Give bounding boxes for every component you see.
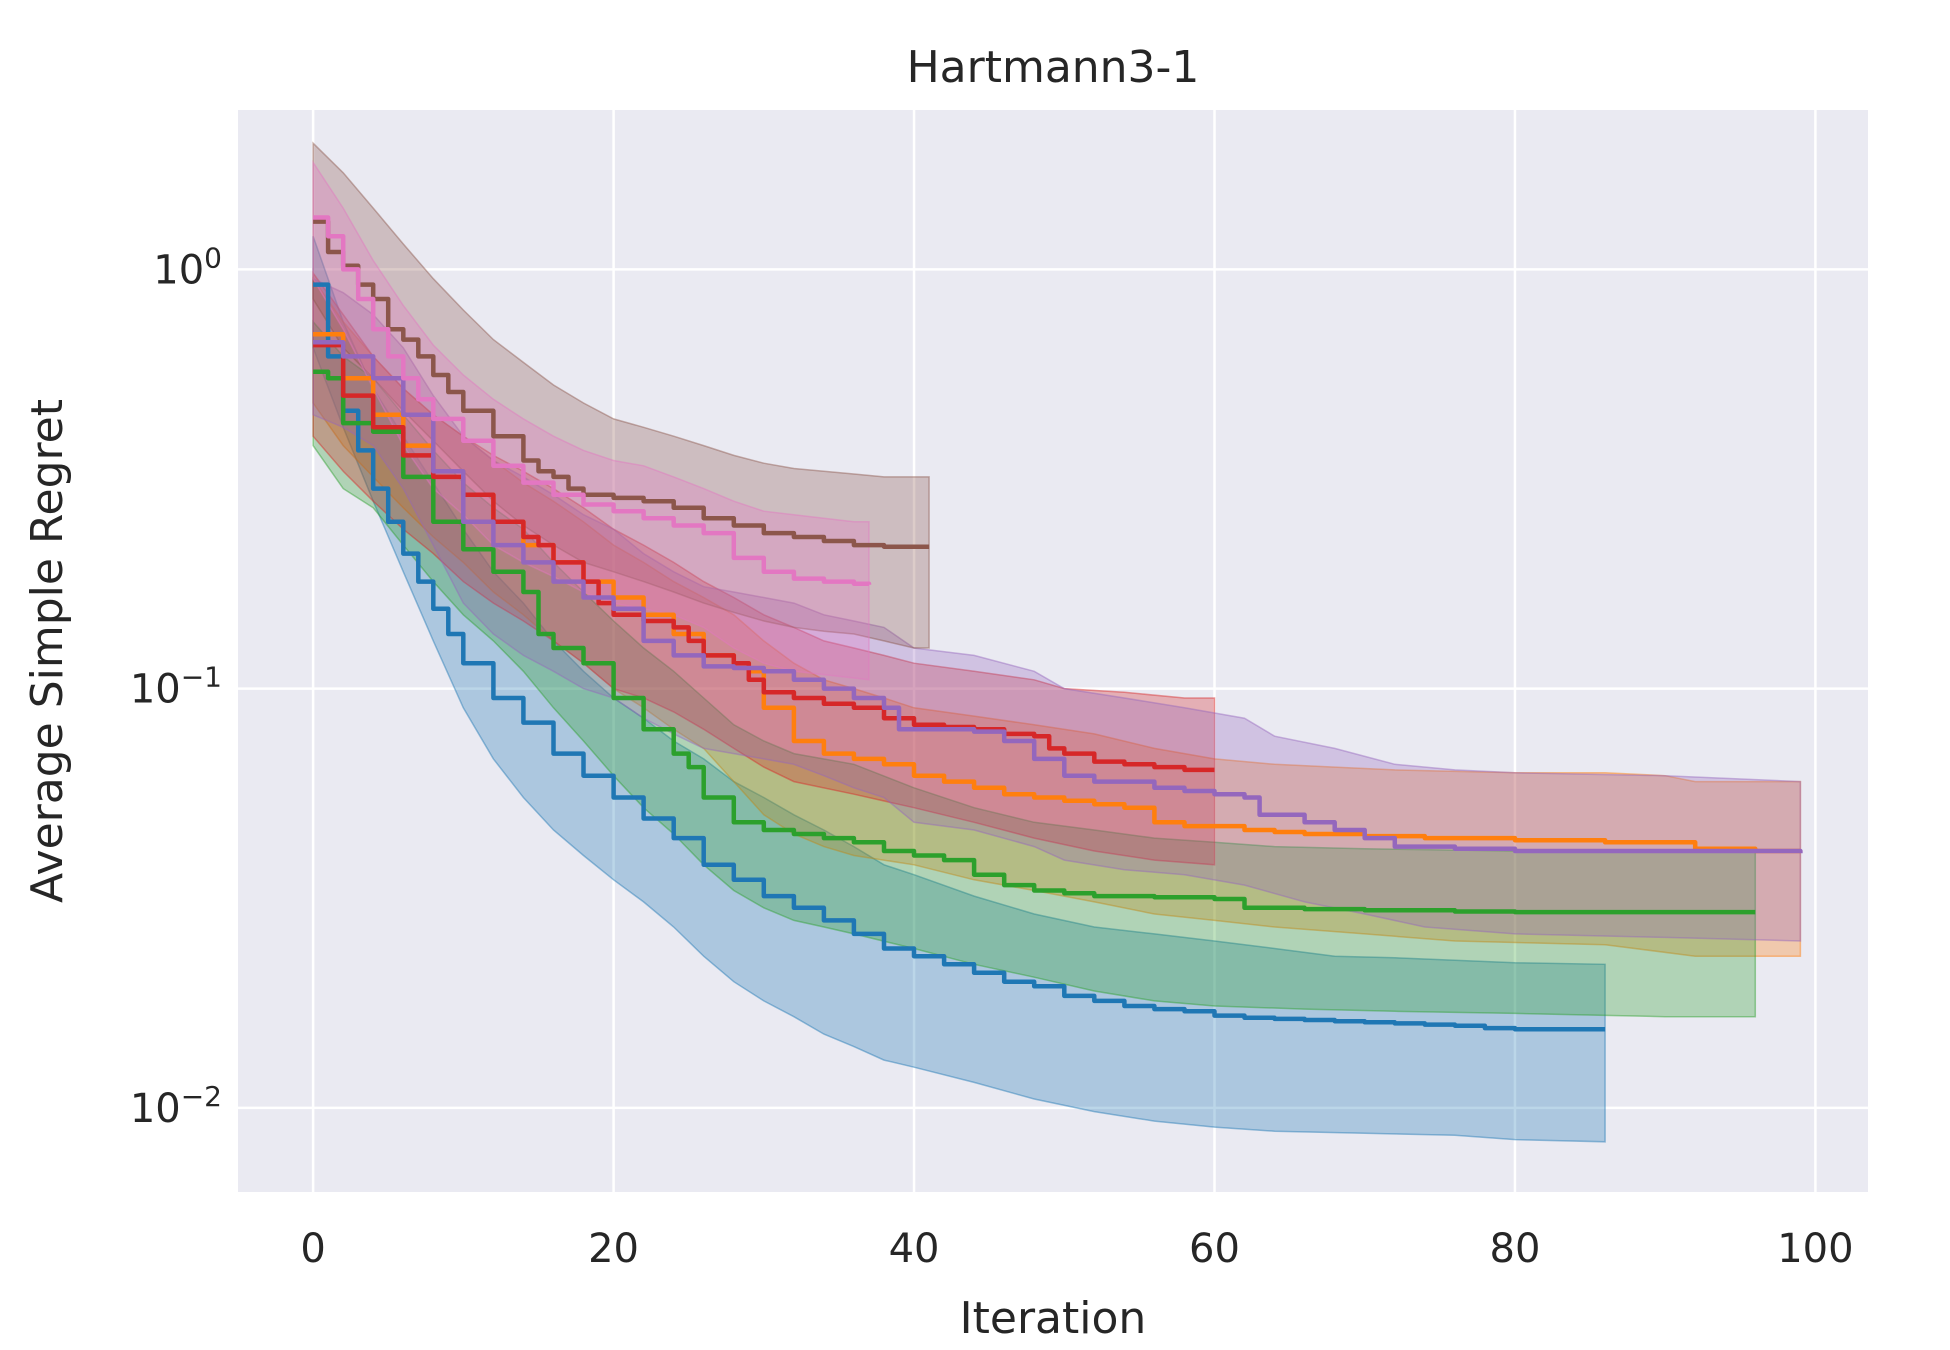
x-axis-label: Iteration [960, 1293, 1147, 1344]
plot-area [238, 110, 1868, 1192]
x-tick-label: 0 [300, 1226, 325, 1272]
series-1-band [312, 235, 1606, 1143]
series-1-line [313, 282, 1606, 1032]
x-tick-label: 20 [588, 1226, 639, 1272]
series-lines [313, 215, 1803, 1032]
series-5-line [313, 340, 1803, 854]
y-tick-label: 100 [153, 241, 222, 293]
y-tick-label: 10−2 [130, 1080, 222, 1132]
x-tick-label: 100 [1777, 1226, 1853, 1272]
series-3-line [313, 369, 1756, 915]
confidence-bands [312, 141, 1802, 1143]
y-axis-label: Average Simple Regret [22, 399, 73, 903]
y-tick-labels: 100 10−1 10−2 [130, 241, 222, 1131]
series-5-band [312, 277, 1802, 942]
series-7-band [312, 159, 870, 681]
x-tick-label: 60 [1189, 1226, 1240, 1272]
y-tick-label: 10−1 [130, 661, 222, 713]
series-3-band [312, 319, 1757, 1018]
series-6-line [313, 219, 930, 549]
series-6-band [312, 141, 930, 649]
series-7-line [313, 215, 872, 586]
chart-title: Hartmann3-1 [907, 42, 1200, 93]
x-tick-label: 40 [889, 1226, 940, 1272]
x-tick-labels: 0 20 40 60 80 100 [300, 1226, 1853, 1272]
series-4-line [313, 342, 1215, 773]
x-tick-label: 80 [1490, 1226, 1541, 1272]
